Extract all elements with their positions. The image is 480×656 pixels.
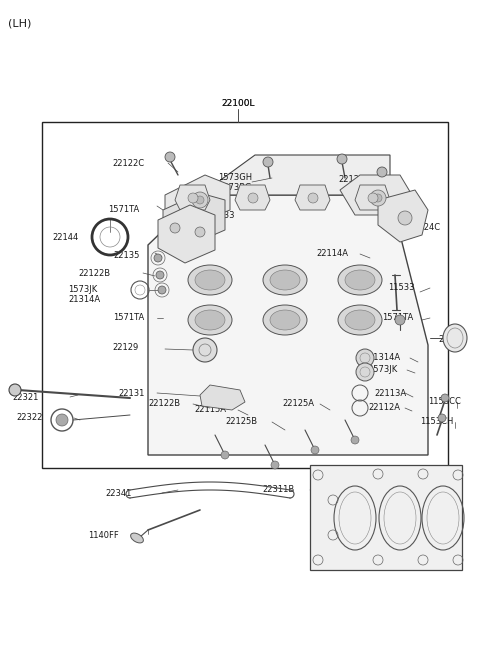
Text: 22133: 22133	[208, 211, 235, 220]
Text: 21314A: 21314A	[368, 354, 400, 363]
Text: 1573BG: 1573BG	[218, 184, 252, 192]
Text: 22124C: 22124C	[408, 224, 440, 232]
Circle shape	[356, 349, 374, 367]
Polygon shape	[163, 193, 225, 243]
Ellipse shape	[270, 310, 300, 330]
Circle shape	[170, 223, 180, 233]
Circle shape	[438, 414, 446, 422]
Text: 22113A: 22113A	[374, 388, 406, 398]
Text: 22122B: 22122B	[380, 201, 412, 209]
Circle shape	[271, 461, 279, 469]
Circle shape	[356, 363, 374, 381]
Circle shape	[165, 152, 175, 162]
Circle shape	[156, 271, 164, 279]
Text: 22112A: 22112A	[368, 403, 400, 413]
Text: 22311B: 22311B	[262, 485, 294, 495]
Circle shape	[337, 154, 347, 164]
Text: 22114A: 22114A	[316, 249, 348, 258]
Ellipse shape	[131, 533, 144, 543]
Text: 11533: 11533	[388, 283, 415, 293]
Circle shape	[196, 196, 204, 204]
Ellipse shape	[270, 270, 300, 290]
Polygon shape	[310, 465, 462, 570]
Circle shape	[9, 384, 21, 396]
Circle shape	[248, 193, 258, 203]
Circle shape	[395, 315, 405, 325]
Polygon shape	[200, 385, 245, 410]
Text: 22122B: 22122B	[148, 400, 180, 409]
Ellipse shape	[345, 270, 375, 290]
Text: 22131: 22131	[118, 388, 144, 398]
Text: 22125B: 22125B	[225, 417, 257, 426]
Circle shape	[377, 167, 387, 177]
Polygon shape	[355, 185, 390, 210]
Text: 22144: 22144	[52, 232, 78, 241]
Text: 1153CC: 1153CC	[428, 398, 461, 407]
Circle shape	[370, 190, 386, 206]
Polygon shape	[165, 175, 230, 220]
Ellipse shape	[345, 310, 375, 330]
Circle shape	[188, 193, 198, 203]
Text: 22122B: 22122B	[198, 199, 230, 209]
Circle shape	[311, 446, 319, 454]
Ellipse shape	[195, 310, 225, 330]
Text: 1571TA: 1571TA	[113, 314, 144, 323]
Text: 22129: 22129	[112, 344, 138, 352]
Ellipse shape	[338, 305, 382, 335]
Circle shape	[193, 338, 217, 362]
Ellipse shape	[188, 265, 232, 295]
Text: 22341: 22341	[105, 489, 132, 499]
Circle shape	[192, 192, 208, 208]
Polygon shape	[158, 205, 215, 263]
Text: 1571TA: 1571TA	[382, 314, 413, 323]
Bar	[42, 122, 448, 468]
Circle shape	[263, 157, 273, 167]
Circle shape	[158, 286, 166, 294]
Text: 22100L: 22100L	[221, 99, 255, 108]
Text: 22122B: 22122B	[338, 176, 370, 184]
Text: 22122B: 22122B	[78, 268, 110, 277]
Text: 22125A: 22125A	[282, 398, 314, 407]
Ellipse shape	[338, 265, 382, 295]
Text: 22135: 22135	[113, 251, 139, 260]
Circle shape	[368, 193, 378, 203]
Circle shape	[195, 227, 205, 237]
Text: 1573GH: 1573GH	[218, 173, 252, 182]
Circle shape	[351, 436, 359, 444]
Circle shape	[154, 254, 162, 262]
Text: 22321: 22321	[12, 392, 38, 401]
Text: (LH): (LH)	[8, 18, 31, 28]
Ellipse shape	[263, 265, 307, 295]
Ellipse shape	[263, 305, 307, 335]
Circle shape	[398, 211, 412, 225]
Polygon shape	[148, 195, 428, 455]
Polygon shape	[200, 155, 390, 195]
Text: 1571TA: 1571TA	[108, 205, 139, 213]
Text: 22122C: 22122C	[112, 159, 144, 167]
Text: 22100L: 22100L	[221, 99, 255, 108]
Polygon shape	[175, 185, 210, 210]
Text: 22327: 22327	[438, 335, 465, 344]
Ellipse shape	[195, 270, 225, 290]
Text: 1573JK: 1573JK	[68, 285, 97, 293]
Circle shape	[56, 414, 68, 426]
Ellipse shape	[443, 324, 467, 352]
Text: 1153CH: 1153CH	[420, 417, 454, 426]
Text: 22115A: 22115A	[194, 405, 226, 415]
Circle shape	[221, 451, 229, 459]
Polygon shape	[378, 190, 428, 242]
Circle shape	[308, 193, 318, 203]
Circle shape	[374, 194, 382, 202]
Text: 22322: 22322	[16, 413, 42, 422]
Text: 21314A: 21314A	[68, 295, 100, 304]
Ellipse shape	[188, 305, 232, 335]
Polygon shape	[235, 185, 270, 210]
Polygon shape	[295, 185, 330, 210]
Text: 1140FF: 1140FF	[88, 531, 119, 539]
Circle shape	[441, 394, 449, 402]
Text: 1573JK: 1573JK	[368, 365, 397, 375]
Polygon shape	[340, 175, 415, 215]
